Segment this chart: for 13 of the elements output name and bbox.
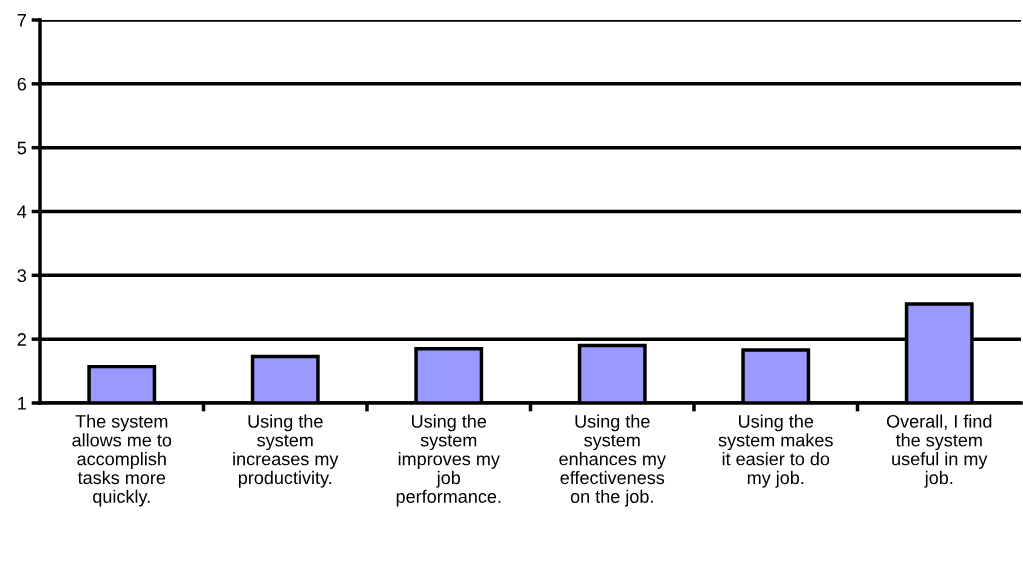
x-tick-label: Using the system improves my job performance. <box>396 414 501 507</box>
x-tick-label: Using the system increases my productivity. <box>233 414 339 488</box>
x-tick-label: Using the system enhances my effectiveness on the job. <box>559 414 666 507</box>
x-tick-label: Overall, I find the system useful in my job. <box>886 414 992 488</box>
y-tick-label: 6 <box>17 77 27 91</box>
y-tick-label: 1 <box>18 397 26 410</box>
y-tick-label: 4 <box>17 205 27 219</box>
y-tick-label: 2 <box>17 333 26 346</box>
y-tick-label: 7 <box>17 14 26 27</box>
y-tick-label: 5 <box>17 141 27 155</box>
y-tick-label: 3 <box>17 269 27 283</box>
x-tick-label: The system allows me to accomplish tasks more quickly. <box>72 414 172 507</box>
x-tick-label: Using the system makes it easier to do my job. <box>718 414 833 488</box>
